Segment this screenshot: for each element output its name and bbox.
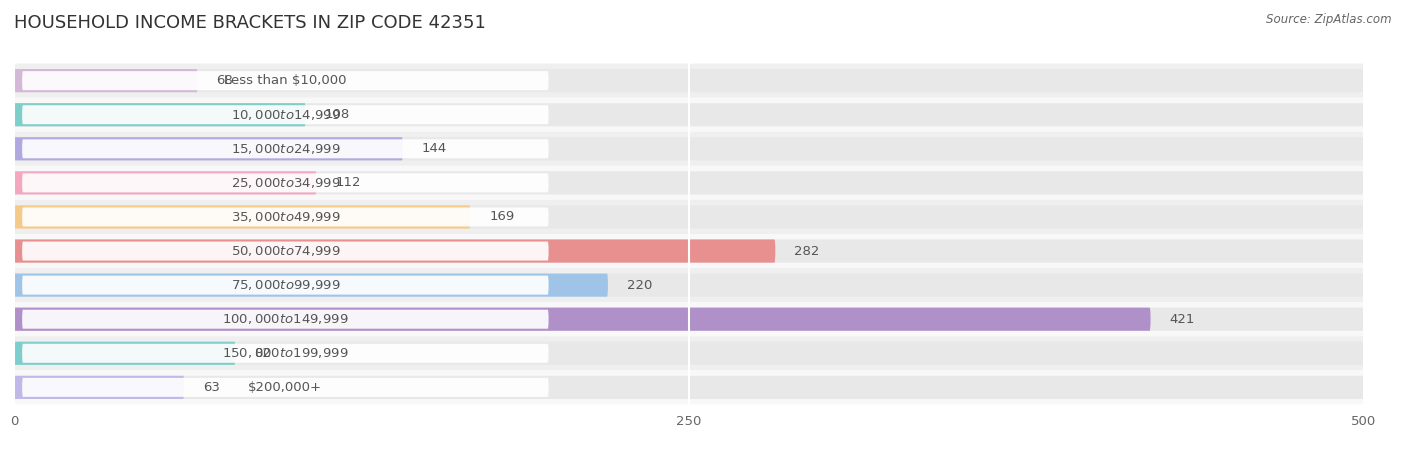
- Text: 220: 220: [627, 279, 652, 292]
- FancyBboxPatch shape: [14, 137, 1364, 160]
- FancyBboxPatch shape: [22, 140, 548, 158]
- FancyBboxPatch shape: [14, 69, 1364, 92]
- FancyBboxPatch shape: [22, 378, 548, 397]
- FancyBboxPatch shape: [14, 69, 198, 92]
- Text: 63: 63: [202, 381, 219, 394]
- FancyBboxPatch shape: [14, 274, 1364, 297]
- FancyBboxPatch shape: [22, 71, 548, 90]
- FancyBboxPatch shape: [14, 376, 184, 399]
- Text: $200,000+: $200,000+: [249, 381, 322, 394]
- FancyBboxPatch shape: [22, 173, 548, 193]
- Text: HOUSEHOLD INCOME BRACKETS IN ZIP CODE 42351: HOUSEHOLD INCOME BRACKETS IN ZIP CODE 42…: [14, 14, 486, 32]
- FancyBboxPatch shape: [14, 239, 775, 263]
- FancyBboxPatch shape: [14, 308, 1150, 331]
- FancyBboxPatch shape: [22, 242, 548, 261]
- FancyBboxPatch shape: [22, 105, 548, 124]
- Text: 82: 82: [254, 347, 271, 360]
- Text: 421: 421: [1170, 313, 1195, 326]
- FancyBboxPatch shape: [14, 103, 305, 126]
- Text: Less than $10,000: Less than $10,000: [224, 74, 347, 87]
- Text: 68: 68: [217, 74, 233, 87]
- Text: 112: 112: [335, 176, 361, 189]
- FancyBboxPatch shape: [14, 234, 1364, 268]
- FancyBboxPatch shape: [14, 205, 470, 229]
- Text: $25,000 to $34,999: $25,000 to $34,999: [231, 176, 340, 190]
- Text: $150,000 to $199,999: $150,000 to $199,999: [222, 346, 349, 360]
- FancyBboxPatch shape: [14, 239, 1364, 263]
- Text: 282: 282: [794, 244, 820, 257]
- Text: $100,000 to $149,999: $100,000 to $149,999: [222, 312, 349, 326]
- FancyBboxPatch shape: [14, 171, 1364, 194]
- FancyBboxPatch shape: [14, 336, 1364, 370]
- FancyBboxPatch shape: [14, 370, 1364, 405]
- FancyBboxPatch shape: [14, 376, 1364, 399]
- FancyBboxPatch shape: [14, 132, 1364, 166]
- FancyBboxPatch shape: [14, 137, 402, 160]
- FancyBboxPatch shape: [14, 200, 1364, 234]
- Text: $50,000 to $74,999: $50,000 to $74,999: [231, 244, 340, 258]
- FancyBboxPatch shape: [22, 275, 548, 295]
- FancyBboxPatch shape: [14, 268, 1364, 302]
- FancyBboxPatch shape: [14, 63, 1364, 98]
- FancyBboxPatch shape: [14, 171, 316, 194]
- FancyBboxPatch shape: [14, 205, 1364, 229]
- Text: $35,000 to $49,999: $35,000 to $49,999: [231, 210, 340, 224]
- FancyBboxPatch shape: [22, 344, 548, 363]
- Text: 108: 108: [325, 108, 350, 121]
- Text: $75,000 to $99,999: $75,000 to $99,999: [231, 278, 340, 292]
- FancyBboxPatch shape: [14, 308, 1364, 331]
- Text: $10,000 to $14,999: $10,000 to $14,999: [231, 108, 340, 122]
- FancyBboxPatch shape: [22, 207, 548, 226]
- Text: $15,000 to $24,999: $15,000 to $24,999: [231, 142, 340, 156]
- FancyBboxPatch shape: [22, 310, 548, 328]
- FancyBboxPatch shape: [14, 302, 1364, 336]
- Text: 169: 169: [489, 211, 515, 224]
- Text: 144: 144: [422, 142, 447, 155]
- FancyBboxPatch shape: [14, 166, 1364, 200]
- FancyBboxPatch shape: [14, 98, 1364, 132]
- FancyBboxPatch shape: [14, 342, 235, 365]
- Text: Source: ZipAtlas.com: Source: ZipAtlas.com: [1267, 14, 1392, 27]
- FancyBboxPatch shape: [14, 103, 1364, 126]
- FancyBboxPatch shape: [14, 274, 607, 297]
- FancyBboxPatch shape: [14, 342, 1364, 365]
